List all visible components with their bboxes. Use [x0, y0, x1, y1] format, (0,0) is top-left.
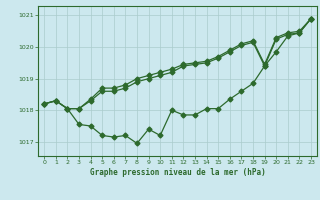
X-axis label: Graphe pression niveau de la mer (hPa): Graphe pression niveau de la mer (hPa) [90, 168, 266, 177]
